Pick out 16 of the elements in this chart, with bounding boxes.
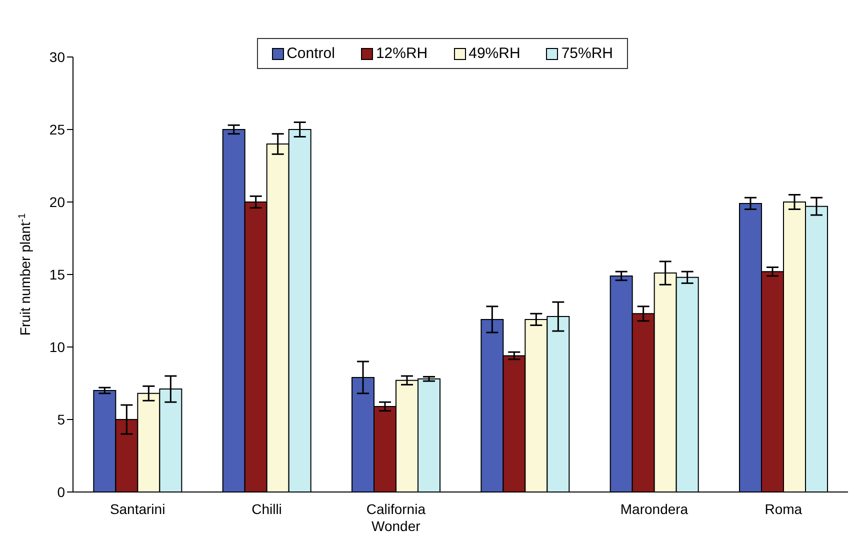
y-tick-label: 10 — [49, 338, 66, 355]
y-tick-label: 15 — [49, 266, 66, 282]
x-tick-label: Santarini — [110, 501, 166, 517]
x-tick-label: Chilli — [252, 501, 282, 517]
legend-label: 49%RH — [468, 45, 520, 62]
legend-label: 75%RH — [560, 45, 613, 62]
x-tick-label: Roma — [764, 501, 802, 517]
y-tick-label: 5 — [57, 411, 66, 428]
y-tick-label: 25 — [49, 121, 66, 138]
y-tick-label: 20 — [49, 194, 66, 210]
x-tick-label: Marondera — [620, 501, 688, 517]
x-tick-label: California Wonder — [366, 501, 426, 534]
y-tick-label: 30 — [49, 48, 66, 65]
y-tick-label: 0 — [57, 484, 66, 500]
legend-label: 12%RH — [374, 45, 428, 62]
legend-label: Control — [286, 45, 335, 62]
